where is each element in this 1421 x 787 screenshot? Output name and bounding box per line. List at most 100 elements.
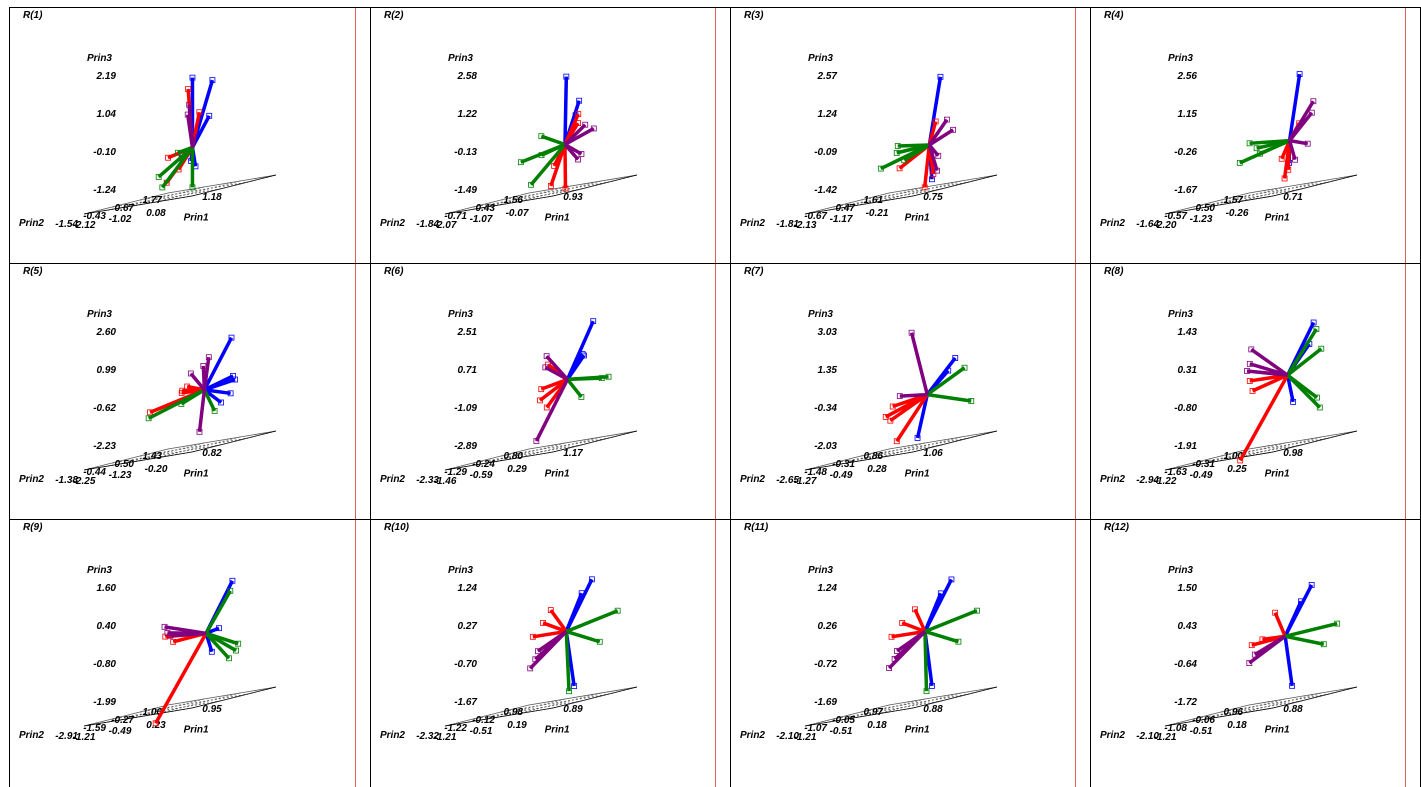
y-tick-label: -2.10	[776, 731, 799, 742]
floor-gridline	[167, 174, 277, 194]
red-vector	[542, 621, 567, 634]
blue-vector	[203, 377, 236, 392]
red-vector-marker	[1272, 609, 1279, 616]
red-vector	[889, 393, 929, 423]
blue-vector-marker	[229, 577, 236, 584]
floor-gridline	[444, 704, 530, 727]
green-vector-marker	[1246, 140, 1253, 147]
y-tick-label: -1.07	[804, 723, 827, 734]
blue-vector-marker	[945, 367, 952, 374]
y-axis-label: Prin2	[1100, 218, 1125, 229]
y-tick-label: -1.29	[444, 467, 467, 478]
green-vector-marker	[538, 133, 545, 140]
panel-divider	[715, 520, 716, 787]
blue-vector	[565, 353, 585, 381]
floor-gridline	[888, 686, 998, 706]
blue-vector-marker	[216, 625, 222, 632]
blue-vector-marker	[937, 73, 944, 80]
x-tick-label: -2.25	[73, 476, 96, 487]
floor-gridline	[516, 436, 602, 459]
red-vector	[901, 621, 926, 634]
z-axis-label: Prin3	[448, 53, 473, 64]
blue-vector-marker	[948, 576, 955, 583]
floor-edge	[1164, 707, 1274, 727]
x-tick-label: -1.23	[1190, 214, 1213, 225]
panel-title: R(4)	[1104, 10, 1124, 21]
green-vector	[566, 378, 583, 399]
purple-vector	[928, 128, 955, 147]
panel-divider	[1405, 520, 1406, 787]
panel-title: R(6)	[384, 266, 404, 277]
red-vector-marker	[562, 185, 569, 192]
z-tick-label: 0.26	[818, 621, 838, 632]
z-tick-label: -1.91	[1174, 441, 1197, 452]
purple-vector-marker	[944, 116, 950, 123]
floor-grid	[804, 174, 998, 215]
y-axis-label: Prin2	[740, 730, 765, 741]
red-vector	[1280, 139, 1292, 160]
floor-edge	[83, 451, 193, 471]
green-vector-marker	[145, 415, 152, 422]
x-axis-label: Prin1	[545, 724, 570, 735]
red-vector-marker	[887, 417, 894, 424]
plot-svg: -1.67 -0.70 0.27 1.24 Prin3 0.98 -0.12 -1.22 -2.…	[380, 565, 638, 743]
purple-vector-marker	[908, 329, 915, 336]
purple-vector-marker	[1248, 346, 1255, 353]
green-vector-marker	[894, 143, 901, 149]
plot-svg: -2.23 -0.62 0.99 2.60 Prin3 1.43 0.50 -0.44 -1.3…	[19, 309, 277, 487]
red-vector-marker	[921, 184, 928, 191]
x-tick-label: 0.82	[202, 448, 222, 459]
z-tick-label: 1.04	[97, 109, 117, 120]
purple-vector	[899, 392, 928, 398]
z-tick-label: 1.24	[458, 583, 478, 594]
purple-vector-marker	[187, 370, 194, 377]
purple-vector	[197, 389, 207, 433]
panel-divider	[1075, 264, 1076, 519]
y-axis-label: Prin2	[740, 218, 765, 229]
z-tick-label: -1.49	[454, 185, 477, 196]
purple-vector-marker	[934, 167, 940, 174]
floor-gridline	[876, 436, 962, 459]
vectors	[533, 318, 612, 444]
z-axis-label: Prin3	[808, 565, 833, 576]
blue-vector-marker	[590, 318, 597, 325]
frame-col-2	[730, 7, 731, 787]
z-tick-label: -0.09	[814, 147, 837, 158]
z-axis-label: Prin3	[1168, 53, 1193, 64]
green-vector-marker	[974, 607, 980, 614]
green-vector-marker	[1316, 404, 1323, 411]
panel-title: R(2)	[384, 10, 404, 21]
panel-divider	[355, 520, 356, 787]
floor-gridline	[528, 430, 638, 450]
blue-vector-marker	[209, 77, 216, 84]
red-vector-marker	[178, 389, 185, 396]
floor-gridline	[516, 692, 602, 715]
x-tick-label: -1.46	[434, 476, 457, 487]
purple-vector-marker	[1244, 368, 1250, 374]
z-tick-label: 1.43	[1178, 327, 1198, 338]
z-tick-label: -0.34	[814, 403, 837, 414]
green-vector-marker	[1313, 326, 1320, 332]
x-tick-label: 0.89	[563, 704, 583, 715]
red-vector-marker	[575, 111, 582, 117]
green-vector	[1286, 347, 1323, 377]
purple-vector	[1287, 140, 1297, 161]
y-tick-label: 1.57	[1224, 195, 1244, 206]
plot-svg: -1.72 -0.64 0.43 1.50 Prin3 0.96 -0.06 -1.08 -2.…	[1100, 565, 1358, 743]
z-tick-label: -1.99	[93, 697, 116, 708]
z-tick-label: 0.31	[1178, 365, 1198, 376]
panel-3: R(3) -1.42 -0.09 1.24 2.57 Prin3 1.61 0.47 -0.67…	[731, 8, 1090, 263]
vectors	[517, 73, 597, 192]
y-tick-label: -1.48	[804, 467, 827, 478]
purple-vector-marker	[1308, 109, 1315, 116]
blue-vector	[915, 394, 929, 439]
z-tick-label: 1.35	[818, 365, 838, 376]
purple-vector-marker	[886, 665, 893, 672]
green-vector-marker	[178, 400, 185, 407]
purple-vector-marker	[950, 126, 957, 133]
y-tick-label: 0.43	[476, 203, 496, 214]
green-vector	[565, 629, 601, 644]
y-axis-label: Prin2	[380, 218, 405, 229]
green-vector	[520, 142, 566, 164]
z-tick-label: -1.24	[93, 185, 116, 196]
